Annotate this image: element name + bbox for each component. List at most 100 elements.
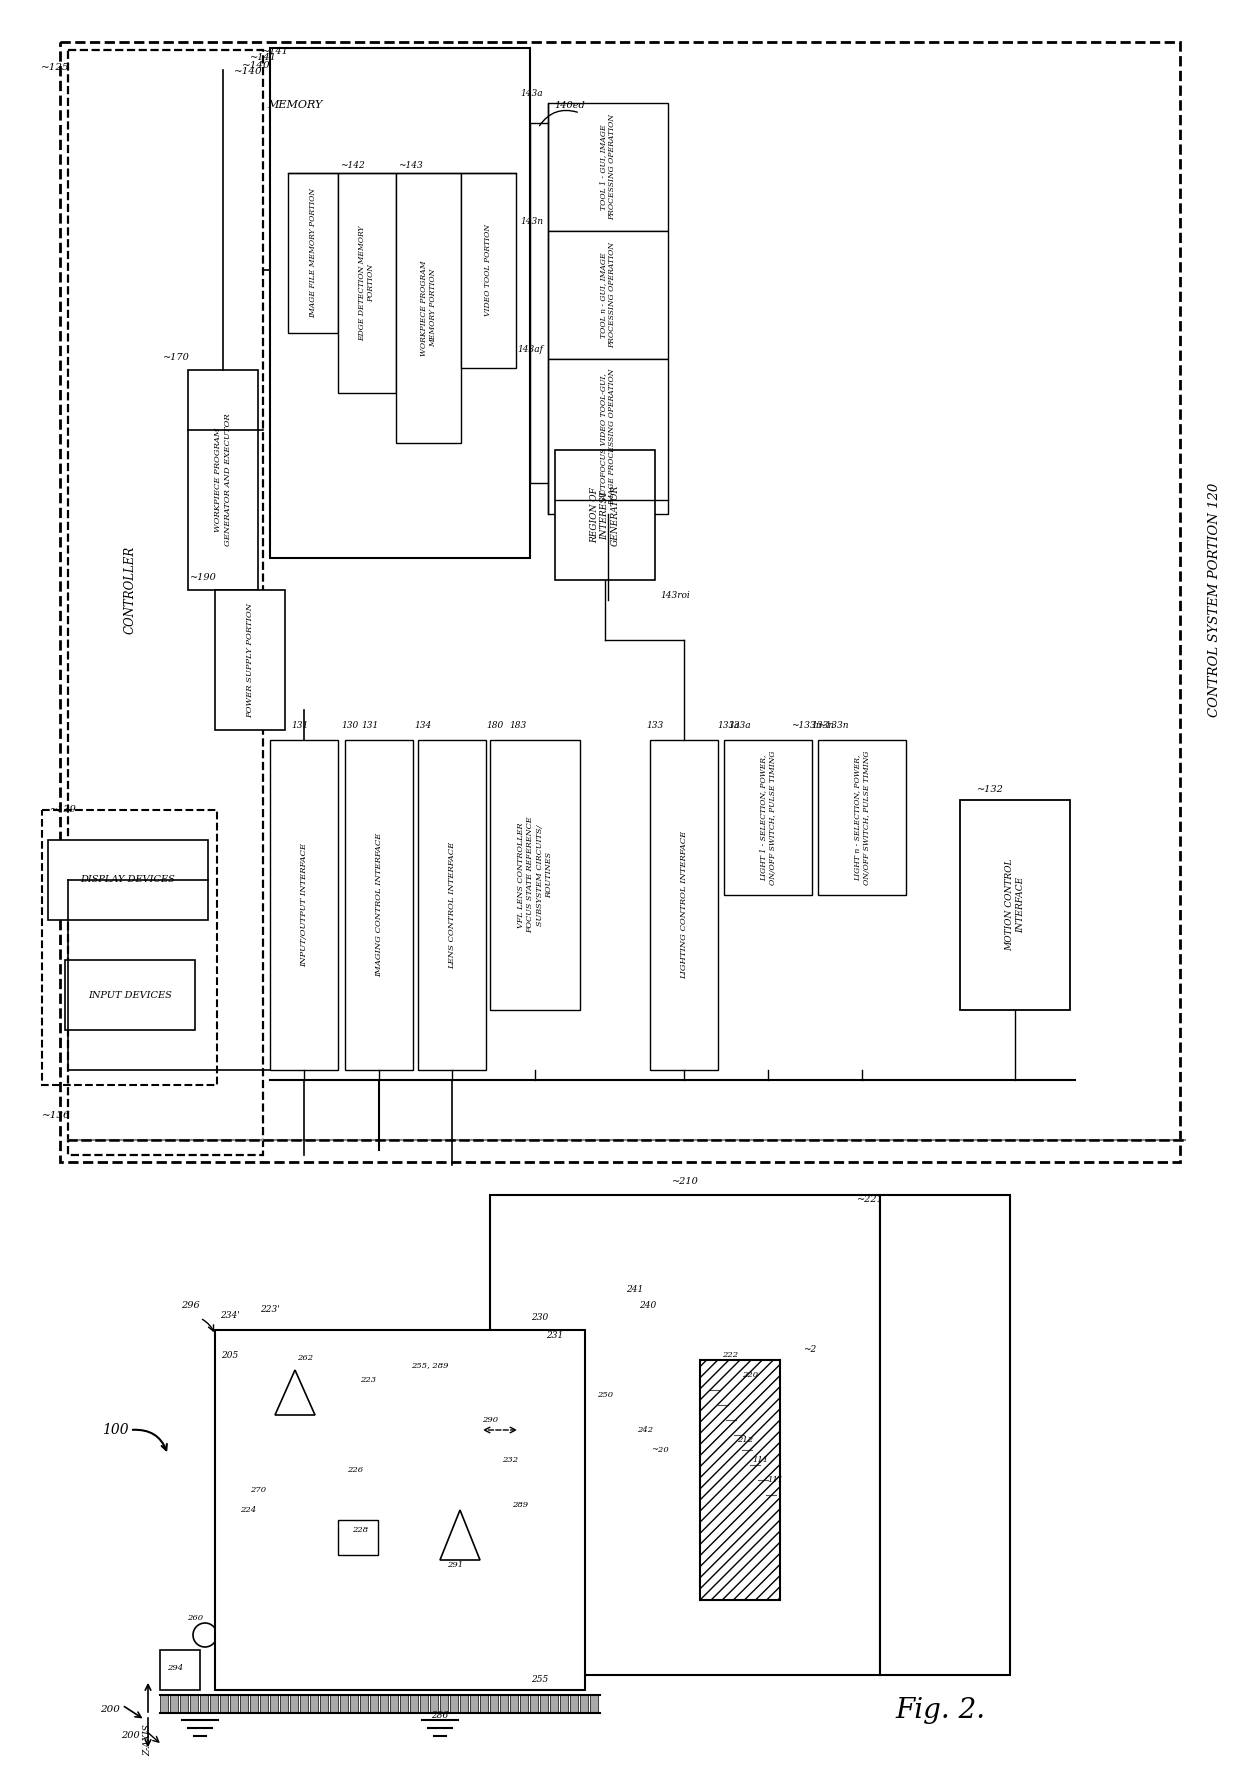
Bar: [548, 359, 668, 513]
Text: 140ed: 140ed: [554, 101, 585, 110]
Text: ~139: ~139: [50, 805, 77, 814]
Text: 143af: 143af: [517, 345, 543, 354]
Bar: [290, 1696, 298, 1713]
Text: ~141: ~141: [249, 53, 277, 62]
Text: WORKPIECE PROGRAM
MEMORY PORTION: WORKPIECE PROGRAM MEMORY PORTION: [420, 260, 438, 356]
Text: MOTION CONTROL
INTERFACE: MOTION CONTROL INTERFACE: [1006, 858, 1024, 950]
Text: ~141: ~141: [262, 48, 289, 57]
Bar: [510, 1696, 518, 1713]
Text: 228: 228: [352, 1526, 368, 1535]
Text: LENS CONTROL INTERFACE: LENS CONTROL INTERFACE: [448, 841, 456, 968]
Bar: [48, 841, 208, 920]
Bar: [379, 1696, 388, 1713]
Text: 130: 130: [341, 722, 358, 731]
Text: IMAGE FILE MEMORY PORTION: IMAGE FILE MEMORY PORTION: [309, 188, 317, 319]
Bar: [480, 1696, 489, 1713]
Text: AUTOFOCUS VIDEO TOOL-GUI,
IMAGE PROCESSING OPERATION: AUTOFOCUS VIDEO TOOL-GUI, IMAGE PROCESSI…: [599, 368, 616, 504]
Text: 143n: 143n: [520, 216, 543, 225]
Text: EDGE DETECTION MEMORY
PORTION: EDGE DETECTION MEMORY PORTION: [358, 225, 376, 342]
Bar: [210, 1696, 218, 1713]
Text: Fig. 2.: Fig. 2.: [895, 1696, 985, 1724]
Text: 143roi: 143roi: [660, 591, 689, 600]
Bar: [160, 1696, 167, 1713]
Bar: [219, 1696, 228, 1713]
Text: 289: 289: [512, 1501, 528, 1510]
Text: ~133n: ~133n: [817, 722, 848, 731]
Bar: [420, 1696, 428, 1713]
Bar: [241, 1696, 248, 1713]
Bar: [42, 811, 217, 1085]
Bar: [190, 1696, 198, 1713]
Bar: [396, 173, 461, 442]
Bar: [548, 103, 668, 232]
Bar: [440, 1696, 448, 1713]
Text: 133a: 133a: [718, 722, 740, 731]
Text: VIDEO TOOL PORTION: VIDEO TOOL PORTION: [485, 225, 492, 317]
Bar: [270, 48, 529, 558]
Bar: [188, 370, 258, 589]
Bar: [529, 1696, 538, 1713]
Text: 200: 200: [100, 1706, 120, 1715]
Text: 232: 232: [502, 1457, 518, 1464]
Text: ~140: ~140: [233, 67, 263, 76]
Text: 270: 270: [250, 1487, 267, 1494]
Text: INPUT/OUTPUT INTERFACE: INPUT/OUTPUT INTERFACE: [300, 843, 308, 966]
Text: 291: 291: [446, 1561, 463, 1568]
Text: 260: 260: [187, 1614, 203, 1621]
Text: ~221: ~221: [857, 1195, 883, 1205]
Text: 222: 222: [722, 1351, 738, 1359]
Text: DISPLAY DEVICES: DISPLAY DEVICES: [81, 876, 175, 885]
Text: 111: 111: [751, 1457, 768, 1464]
Text: CONTROLLER: CONTROLLER: [124, 545, 136, 634]
Bar: [180, 1696, 188, 1713]
Text: LIGHT n - SELECTION, POWER,
ON/OFF SWITCH, PULSE TIMING: LIGHT n - SELECTION, POWER, ON/OFF SWITC…: [853, 750, 870, 885]
Text: 212: 212: [737, 1435, 753, 1444]
Text: 230: 230: [532, 1313, 548, 1322]
Bar: [64, 959, 195, 1030]
Text: ~210: ~210: [672, 1177, 698, 1186]
Text: ~143: ~143: [398, 161, 423, 170]
Text: WORKPIECE PROGRAM
GENERATOR AND EXECUTOR: WORKPIECE PROGRAM GENERATOR AND EXECUTOR: [215, 414, 232, 547]
Bar: [490, 1195, 880, 1674]
Text: 133: 133: [646, 722, 663, 731]
Text: 200: 200: [120, 1731, 139, 1740]
Bar: [300, 1696, 308, 1713]
Text: 294: 294: [167, 1664, 184, 1673]
Bar: [200, 1696, 208, 1713]
Text: 100: 100: [102, 1423, 128, 1437]
Bar: [270, 1696, 278, 1713]
Text: 131: 131: [291, 722, 309, 731]
Text: 111: 111: [766, 1476, 784, 1483]
Text: 231: 231: [547, 1331, 564, 1340]
Text: 241: 241: [626, 1285, 644, 1294]
Bar: [450, 1696, 458, 1713]
Text: 180: 180: [486, 722, 503, 731]
Bar: [330, 1696, 339, 1713]
Bar: [391, 1696, 398, 1713]
Text: LIGHT 1 - SELECTION, POWER,
ON/OFF SWITCH, PULSE TIMING: LIGHT 1 - SELECTION, POWER, ON/OFF SWITC…: [759, 750, 776, 885]
Bar: [280, 1696, 288, 1713]
Text: 131: 131: [361, 722, 378, 731]
Bar: [701, 1359, 780, 1600]
Text: 143a: 143a: [521, 88, 543, 97]
Bar: [818, 740, 906, 896]
Text: 223: 223: [360, 1375, 376, 1384]
Bar: [360, 1696, 368, 1713]
Bar: [250, 1696, 258, 1713]
Bar: [650, 740, 718, 1071]
Text: 234': 234': [221, 1310, 239, 1319]
Bar: [340, 1696, 348, 1713]
Bar: [68, 50, 263, 1156]
Text: MEMORY: MEMORY: [268, 99, 322, 110]
Bar: [570, 1696, 578, 1713]
Bar: [345, 740, 413, 1071]
Bar: [580, 1696, 588, 1713]
Bar: [370, 1696, 378, 1713]
Text: INPUT DEVICES: INPUT DEVICES: [88, 991, 172, 1000]
Text: VFL LENS CONTROLLER
FOCUS STATE REFERENCE
SUBSYSTEM CIRCUITS/
ROUTINES: VFL LENS CONTROLLER FOCUS STATE REFERENC…: [517, 816, 553, 933]
Text: ~170: ~170: [162, 354, 190, 363]
Bar: [320, 1696, 329, 1713]
Text: 290: 290: [482, 1416, 498, 1425]
Bar: [288, 173, 339, 333]
Text: ~2: ~2: [804, 1345, 817, 1354]
